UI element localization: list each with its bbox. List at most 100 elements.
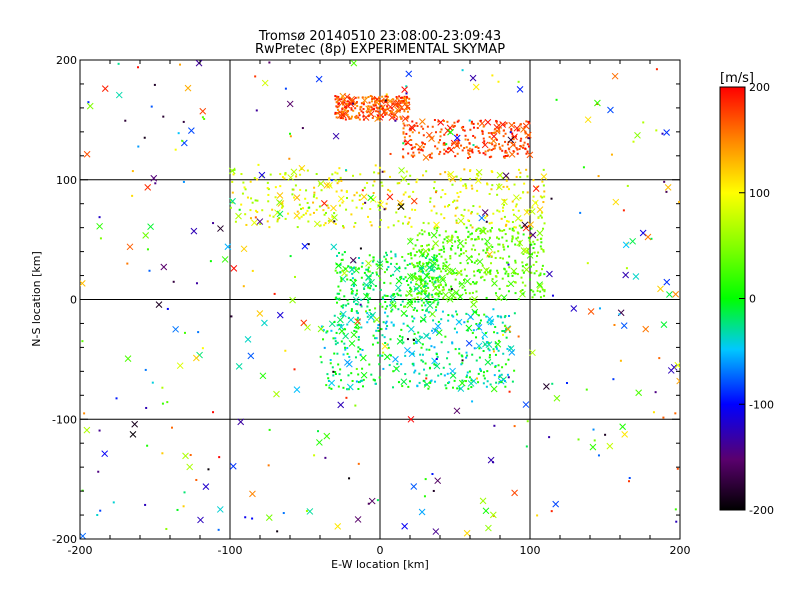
data-point-dot (502, 185, 505, 188)
data-point-dot (520, 137, 523, 140)
data-point-dot (345, 191, 348, 194)
data-point-dot (392, 294, 395, 297)
data-point-dot (506, 154, 509, 157)
data-point-dot (402, 99, 405, 102)
data-point-dot (498, 210, 501, 213)
data-point-dot (389, 175, 392, 178)
data-point-x (524, 131, 532, 139)
data-point-dot (201, 116, 204, 119)
data-point-x (420, 287, 427, 295)
data-point-dot (522, 146, 525, 149)
data-point-dot (502, 129, 505, 132)
data-point-dot (503, 215, 506, 218)
data-point-dot (440, 213, 443, 216)
data-point-dot (539, 214, 542, 217)
data-point-x (124, 355, 132, 363)
data-point-dot (320, 361, 323, 364)
data-point-x (458, 280, 466, 288)
data-point-dot (402, 142, 405, 145)
data-point-dot (513, 425, 516, 428)
data-point-dot (399, 115, 402, 118)
data-point-dot (467, 138, 470, 141)
data-point-dot (485, 220, 488, 223)
data-point-dot (385, 95, 388, 98)
data-point-dot (443, 133, 446, 136)
data-point-x (261, 319, 268, 327)
data-point-dot (407, 252, 410, 255)
data-point-x (350, 60, 358, 67)
data-point-dot (336, 172, 339, 175)
data-point-dot (408, 289, 411, 292)
data-point-dot (444, 335, 447, 338)
data-point-x (455, 318, 463, 326)
data-point-dot (464, 289, 467, 292)
data-point-dot (386, 107, 389, 110)
data-point-dot (448, 288, 451, 291)
data-point-dot (521, 269, 524, 272)
data-point-dot (409, 174, 412, 177)
data-point-dot (96, 514, 99, 517)
data-point-dot (409, 127, 412, 130)
data-point-dot (337, 105, 340, 108)
data-point-dot (439, 284, 442, 287)
data-point-dot (498, 243, 501, 246)
data-point-dot (355, 101, 358, 104)
data-point-dot (511, 236, 514, 239)
data-point-dot (610, 153, 613, 156)
data-point-dot (472, 281, 475, 284)
data-point-dot (480, 269, 483, 272)
data-point-dot (492, 308, 495, 311)
data-point-dot (455, 144, 458, 147)
data-point-dot (355, 292, 358, 295)
data-point-dot (399, 303, 402, 306)
data-point-dot (437, 280, 440, 283)
data-point-dot (451, 234, 454, 237)
data-point-dot (315, 197, 318, 200)
data-point-dot (419, 270, 422, 273)
data-point-x (437, 119, 445, 126)
data-point-dot (267, 200, 270, 203)
data-point-dot (443, 205, 446, 208)
data-point-dot (112, 501, 115, 504)
data-point-dot (433, 269, 436, 272)
data-point-dot (177, 132, 180, 135)
data-point-dot (461, 362, 464, 365)
data-point-dot (434, 131, 437, 134)
data-point-x (622, 271, 630, 279)
data-point-dot (434, 298, 437, 301)
data-point-dot (481, 130, 484, 133)
data-point-x (487, 456, 495, 464)
data-point-dot (356, 318, 359, 321)
data-point-x (115, 91, 123, 99)
colorbar-tick-label: 0 (749, 293, 756, 306)
data-point-dot (367, 268, 370, 271)
data-point-dot (444, 258, 447, 261)
data-point-dot (337, 385, 340, 388)
data-point-x (184, 84, 192, 92)
data-point-dot (508, 330, 511, 333)
data-point-dot (395, 367, 398, 370)
data-point-dot (421, 248, 424, 251)
data-point-dot (507, 245, 510, 248)
data-point-dot (537, 216, 540, 219)
data-point-dot (435, 293, 438, 296)
data-point-dot (392, 224, 395, 227)
data-point-dot (401, 107, 404, 110)
data-point-x (315, 75, 323, 83)
data-point-x (365, 260, 372, 267)
data-point-dot (543, 273, 546, 276)
data-point-dot (334, 269, 337, 272)
data-point-dot (501, 144, 504, 147)
data-point-x (393, 265, 401, 273)
data-point-dot (519, 139, 522, 142)
data-point-dot (484, 150, 487, 153)
data-point-x (229, 197, 236, 205)
data-point-dot (370, 373, 373, 376)
data-point-dot (368, 111, 371, 114)
data-point-dot (579, 211, 582, 214)
data-point-dot (281, 202, 284, 205)
data-point-dot (330, 387, 333, 390)
data-point-dot (676, 467, 679, 470)
data-point-dot (381, 95, 384, 98)
data-point-dot (465, 375, 468, 378)
